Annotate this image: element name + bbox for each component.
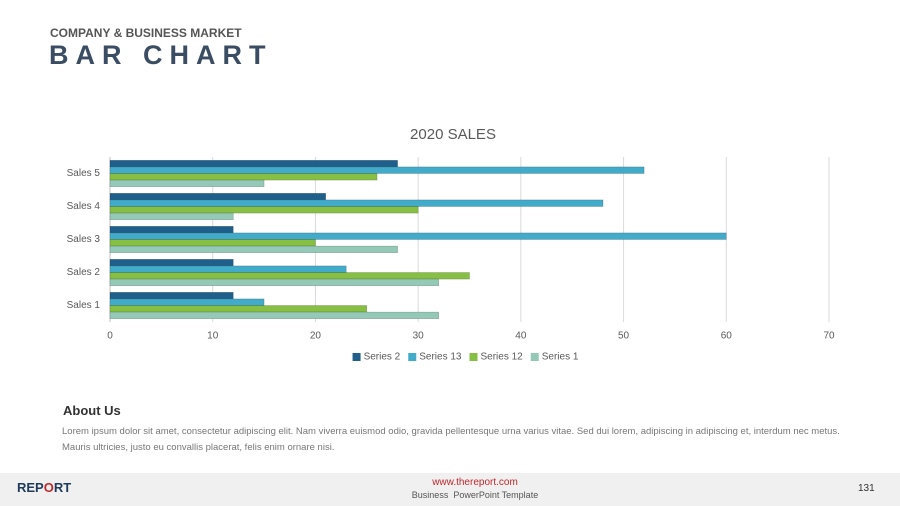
y-tick-label: Sales 4 [67, 201, 101, 212]
about-text: Lorem ipsum dolor sit amet, consectetur … [62, 426, 840, 453]
y-tick-label: Sales 5 [67, 168, 101, 179]
page-number: 131 [858, 483, 875, 494]
bar [109, 232, 727, 240]
logo-part: REP [17, 480, 44, 495]
legend-label: Series 12 [481, 352, 524, 363]
legend-swatch [530, 353, 539, 361]
x-tick-label: 0 [107, 331, 113, 342]
about-heading: About Us [63, 403, 121, 418]
subtitle: COMPANY & BUSINESS MARKET [50, 26, 242, 40]
y-tick-label: Sales 2 [67, 267, 101, 278]
bar [109, 278, 439, 287]
bar [109, 173, 378, 181]
logo-part: O [43, 480, 54, 495]
legend-swatch [352, 353, 361, 361]
legend-label: Series 2 [364, 352, 401, 363]
bar [109, 259, 234, 267]
bar [109, 159, 398, 168]
bar [109, 193, 326, 201]
legend-swatch [469, 353, 478, 361]
legend-swatch [408, 353, 417, 361]
y-tick-label: Sales 3 [67, 234, 101, 245]
bar [109, 199, 604, 207]
logo-part: RT [53, 480, 72, 495]
url: www.thereport.com [432, 477, 518, 488]
x-tick-label: 10 [207, 331, 219, 342]
chart-title: 2020 SALES [410, 126, 496, 143]
logo: REPORT [17, 480, 71, 495]
bar [109, 239, 316, 247]
bar [109, 265, 347, 273]
tagline: Business PowerPoint Template [411, 490, 539, 500]
chart: 2020 SALES 0 10 20 30 40 50 60 70 Sales 1 Sales 2… [67, 126, 835, 363]
x-tick-label: 60 [721, 331, 733, 342]
legend-label: Series 1 [542, 352, 579, 363]
bar [109, 298, 265, 306]
title: BAR CHART [49, 40, 273, 70]
x-tick-label: 50 [618, 331, 630, 342]
y-tick-label: Sales 1 [67, 300, 101, 311]
footer: REPORT www.thereport.com Business PowerP… [0, 473, 900, 506]
bar [109, 166, 645, 174]
bar [109, 206, 419, 214]
x-tick-label: 20 [310, 331, 322, 342]
bar [109, 272, 470, 280]
bar [109, 226, 234, 234]
x-tick-label: 40 [515, 331, 527, 342]
bar [109, 212, 234, 220]
bar [109, 245, 398, 254]
x-tick-label: 30 [413, 331, 425, 342]
bar [109, 305, 368, 313]
bar [109, 179, 265, 187]
bar [109, 292, 234, 300]
legend-label: Series 13 [419, 352, 462, 363]
bar [109, 311, 439, 320]
x-tick-label: 70 [823, 331, 835, 342]
